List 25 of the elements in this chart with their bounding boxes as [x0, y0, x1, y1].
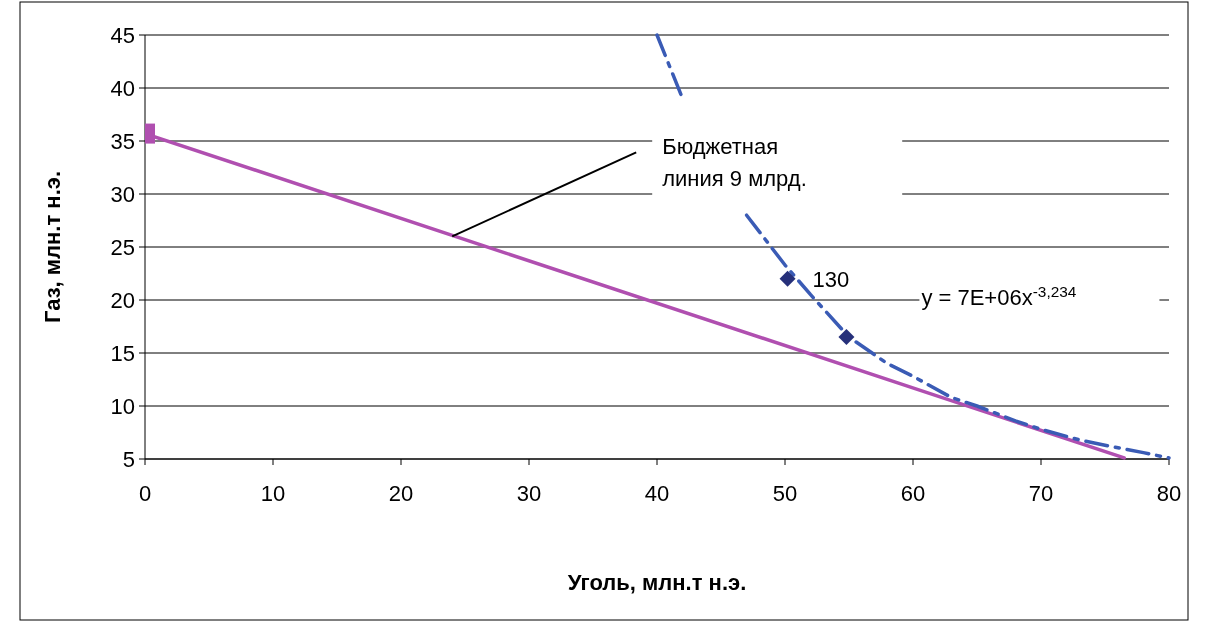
x-tick-label: 10	[260, 481, 286, 506]
point	[779, 270, 796, 287]
y-tick-label: 10	[110, 394, 135, 419]
y-tick-label: 35	[110, 129, 135, 154]
y-tick-label: 20	[110, 288, 135, 313]
y-tick-label: 30	[110, 182, 135, 207]
x-tick-label: 70	[1028, 481, 1054, 506]
y-tick-label: 15	[110, 341, 135, 366]
y-tick-label: 5	[122, 447, 135, 472]
y-tick-label: 45	[110, 23, 135, 48]
x-tick-label: 80	[1156, 481, 1182, 506]
x-axis-title: Уголь, млн.т н.э.	[567, 570, 747, 595]
x-tick-label: 20	[388, 481, 414, 506]
annotation: Бюджетная линия 9 млрд.	[662, 134, 807, 192]
x-tick-label: 40	[644, 481, 670, 506]
x-tick-label: 30	[516, 481, 542, 506]
annotation: 130	[812, 266, 850, 292]
x-tick-label: 50	[772, 481, 798, 506]
annotation: y = 7E+06x$^{-3,234}$	[921, 282, 1077, 311]
y-axis-title: Газ, млн.т н.э.	[40, 170, 65, 324]
y-tick-label: 25	[110, 235, 135, 260]
x-tick-label: 0	[138, 481, 152, 506]
point	[838, 329, 855, 346]
y-tick-label: 40	[110, 76, 135, 101]
x-tick-label: 60	[900, 481, 926, 506]
